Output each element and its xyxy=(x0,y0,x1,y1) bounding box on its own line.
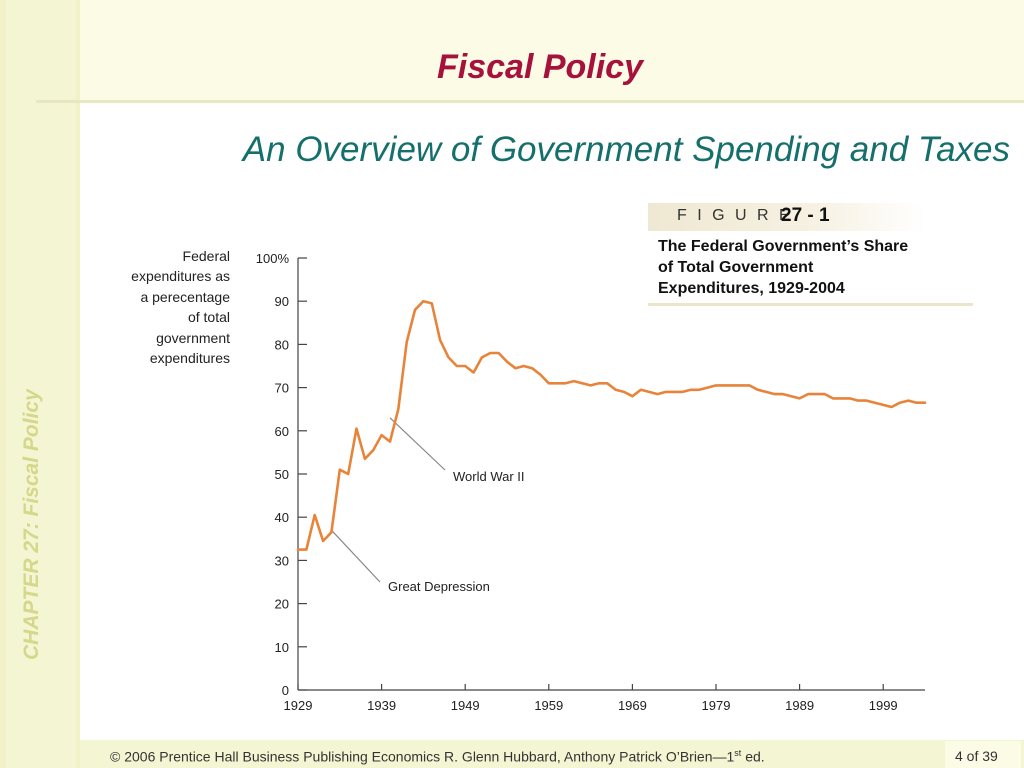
x-tick-label: 1989 xyxy=(785,698,814,713)
y-tick-label: 60 xyxy=(275,424,289,439)
y-tick-label: 40 xyxy=(275,510,289,525)
figure-label: F I G U R E xyxy=(677,207,793,224)
x-tick-label: 1999 xyxy=(869,698,898,713)
figure-caption: The Federal Government’s Share of Total … xyxy=(658,236,978,299)
footer-credit-text: © 2006 Prentice Hall Business Publishing… xyxy=(110,748,735,765)
y-tick-label: 10 xyxy=(275,640,289,655)
figure-caption-rule xyxy=(648,303,973,306)
figure-caption-line-1: The Federal Government’s Share xyxy=(658,238,909,255)
series-line xyxy=(296,299,927,551)
x-tick-label: 1959 xyxy=(534,698,563,713)
y-tick-label: 70 xyxy=(275,381,289,396)
header-divider xyxy=(36,100,1024,103)
slide-subtitle: An Overview of Government Spending and T… xyxy=(242,130,1010,169)
world-war-ii-leader xyxy=(389,417,446,471)
x-tick-label: 1949 xyxy=(451,698,480,713)
header-band xyxy=(80,0,1024,100)
annotation-great-depression: Great Depression xyxy=(388,579,490,594)
figure-number: 27 - 1 xyxy=(781,205,830,226)
y-tick-label: 50 xyxy=(275,467,289,482)
footer-credit-suffix: ed. xyxy=(741,748,765,765)
y-axis-label-line-6: expenditures xyxy=(149,350,230,367)
y-tick-label: 100% xyxy=(256,251,290,266)
page-number-box xyxy=(945,741,1021,768)
annotation-world-war-ii: World War II xyxy=(453,469,525,484)
x-tick-label: 1939 xyxy=(367,698,396,713)
y-tick-label: 0 xyxy=(282,683,289,698)
great-depression-leader xyxy=(331,529,381,583)
x-tick-label: 1929 xyxy=(284,698,313,713)
y-tick-label: 20 xyxy=(275,597,289,612)
y-axis-label-line-3: a perecentage xyxy=(140,288,230,305)
y-axis-label-line-5: government xyxy=(156,329,230,346)
slide-title: Fiscal Policy xyxy=(437,48,643,86)
y-axis-label-line-2: expenditures as xyxy=(131,268,230,285)
y-tick-label: 30 xyxy=(275,553,289,568)
footer-credit: © 2006 Prentice Hall Business Publishing… xyxy=(110,748,765,765)
x-tick-label: 1969 xyxy=(618,698,647,713)
y-axis-label: Federal expenditures as a perecentage of… xyxy=(100,246,230,368)
y-axis-label-line-4: of total xyxy=(187,309,230,326)
figure-caption-line-2: of Total Government xyxy=(658,259,814,276)
x-tick-label: 1979 xyxy=(702,698,731,713)
footer-band xyxy=(80,740,1024,768)
y-axis-label-line-1: Federal xyxy=(182,248,230,264)
left-band-inner xyxy=(6,0,76,768)
page-number: 4 of 39 xyxy=(955,748,998,764)
y-tick-label: 80 xyxy=(275,337,289,352)
figure-caption-line-3: Expenditures, 1929-2004 xyxy=(658,280,845,297)
footer-credit-sup: st xyxy=(734,748,742,758)
figure-header-band xyxy=(648,203,926,231)
y-tick-label: 90 xyxy=(275,294,289,309)
